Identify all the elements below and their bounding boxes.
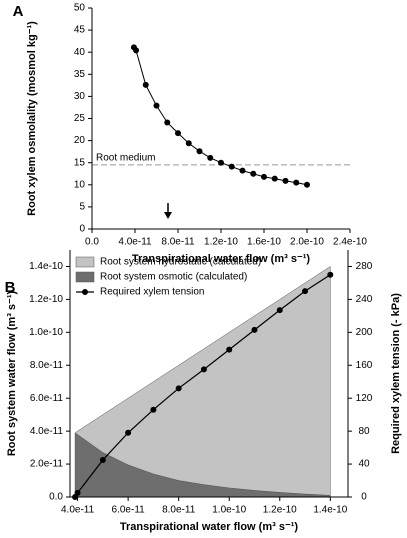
point (302, 288, 309, 295)
point (282, 177, 289, 184)
y-tick-label: 40 (74, 47, 86, 58)
panel-label: A (13, 3, 24, 20)
y-tick-label: 4.0e-11 (30, 426, 64, 437)
point (185, 140, 192, 147)
tension-line (74, 274, 331, 498)
y2-tick-label: 280 (356, 261, 373, 272)
x-tick-label: 8.0e-11 (162, 505, 196, 516)
area (74, 266, 331, 496)
x-tick-label: 4.0e-11 (61, 505, 95, 516)
y-tick-label: 1.0e-10 (29, 327, 63, 338)
x-tick-label: 6.0e-11 (112, 505, 146, 516)
point (218, 159, 224, 166)
y-tick-label: 25 (74, 113, 86, 124)
y-tick-label: 2.0e-11 (30, 459, 64, 470)
legend-label: Root system hydrostatic (calculated) (100, 257, 261, 268)
y-tick-label: 30 (74, 91, 86, 102)
y-tick-label: 8.0e-11 (30, 360, 64, 371)
x-tick-label: 1.6e-10 (247, 237, 281, 248)
x-tick-label: 2.4e-10 (333, 237, 367, 248)
arrow-a (164, 203, 172, 219)
y2-tick-label: 240 (356, 294, 373, 305)
y-tick-label: 20 (74, 135, 86, 146)
point (164, 119, 171, 126)
point (293, 179, 300, 186)
y-tick-label: 10 (74, 179, 86, 190)
point (99, 456, 106, 463)
point (153, 102, 160, 109)
y-tick-label: 35 (74, 69, 86, 80)
point (250, 170, 257, 177)
point (239, 167, 246, 174)
x-tick-label: 1.0e-10 (212, 505, 246, 516)
point (271, 175, 278, 182)
x-tick-label: 1.4e-10 (313, 505, 347, 516)
y2-tick-label: 120 (356, 393, 373, 404)
x-axis-label: Transpirational water flow (m³ s⁻¹) (120, 521, 299, 533)
y2-tick-label: 160 (356, 360, 373, 371)
legend-swatch (75, 271, 95, 283)
point (251, 326, 258, 333)
point (196, 148, 203, 155)
point (327, 271, 334, 278)
y-tick-label: 5 (79, 202, 85, 213)
point (142, 81, 149, 88)
y2-tick-label: 80 (358, 426, 370, 437)
point (125, 429, 132, 436)
y-tick-label: 0 (79, 224, 85, 235)
y-axis-label: Root system water flow (m³ s⁻¹) (6, 290, 18, 456)
panel-label: B (5, 279, 16, 296)
point (207, 154, 214, 161)
point (175, 130, 181, 137)
point (200, 366, 207, 373)
x-tick-label: 1.2e-10 (204, 237, 238, 248)
y-tick-label: 0.0 (49, 492, 63, 503)
point (304, 181, 310, 188)
y-tick-label: 1.4e-10 (29, 261, 63, 272)
legend-label: Root system osmotic (calculated) (100, 272, 247, 283)
legend-marker (82, 289, 88, 295)
y-tick-label: 6.0e-11 (30, 393, 64, 404)
x-tick-label: 4.0e-11 (118, 237, 152, 248)
point (150, 406, 157, 413)
point (226, 346, 233, 353)
x-tick-label: 8.0e-11 (161, 237, 195, 248)
reference-label: Root medium (96, 153, 155, 164)
x-axis-label: Transpirational water flow (m³ s⁻¹) (132, 253, 311, 265)
point (133, 47, 140, 54)
legend-label: Required xylem tension (100, 287, 205, 298)
point (261, 173, 267, 180)
point (276, 307, 283, 314)
y2-tick-label: 200 (356, 327, 373, 338)
y-tick-label: 15 (74, 157, 86, 168)
y-tick-label: 50 (74, 3, 86, 14)
y-tick-label: 1.2e-10 (29, 294, 63, 305)
y-axis-label: Root xylem osmolality (mosmol kg⁻¹) (26, 21, 38, 216)
x-tick-label: 0.0 (85, 237, 99, 248)
point (175, 385, 182, 392)
y-tick-label: 45 (74, 25, 86, 36)
y2-axis-label: Required xylem tension (- kPa) (390, 293, 402, 454)
y2-tick-label: 0 (361, 492, 367, 503)
point (74, 489, 81, 496)
y2-tick-label: 40 (358, 459, 370, 470)
point (228, 163, 235, 170)
x-tick-label: 2.0e-10 (290, 237, 324, 248)
x-tick-label: 1.2e-10 (263, 505, 297, 516)
legend-swatch (75, 256, 95, 268)
